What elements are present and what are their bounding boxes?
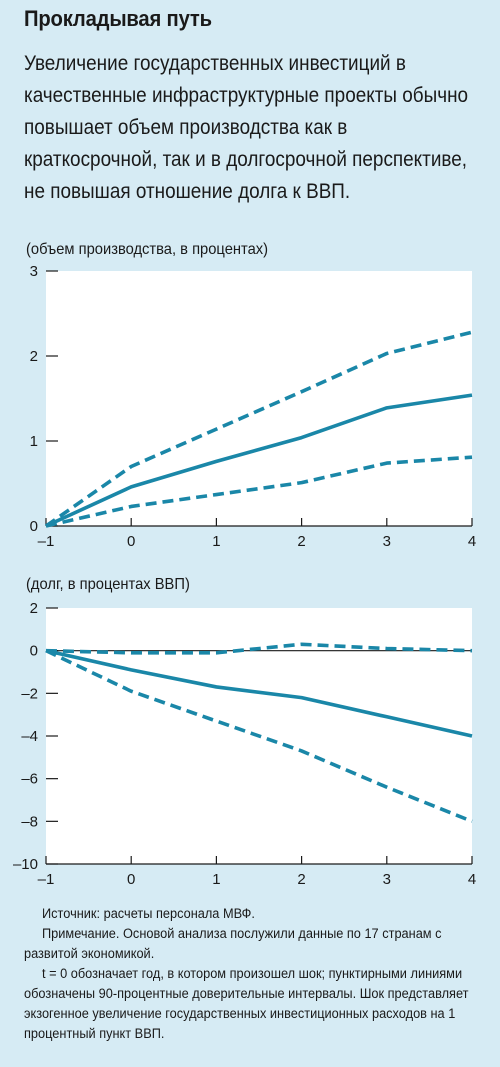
source-note: Источник: расчеты персонала МВФ. [42, 906, 255, 922]
chart-notes: Источник: расчеты персонала МВФ. Примеча… [24, 904, 474, 1044]
debt-ytick-label: 2 [30, 600, 38, 617]
page-subtitle: Увеличение государственных инвестиций в … [24, 51, 469, 203]
debt-xtick-label: 3 [383, 871, 391, 888]
output-xtick-label: 4 [468, 533, 476, 550]
shock-note: t = 0 обозначает год, в котором произоше… [24, 966, 469, 1042]
debt-xtick-label: 4 [468, 871, 476, 888]
output-plot-area [46, 271, 472, 526]
debt-estimate-line [45, 648, 473, 738]
debt-ci-line [45, 642, 473, 655]
output-xtick-label: 3 [383, 533, 391, 550]
debt-ytick-label: 0 [30, 643, 38, 660]
debt-xtick-label: –1 [38, 871, 55, 888]
debt-xtick-label: 1 [212, 871, 220, 888]
output-xtick-label: –1 [38, 533, 55, 550]
debt-xtick-label: 2 [297, 871, 305, 888]
debt-ytick-label: –10 [13, 856, 38, 873]
output-chart-ylabel: (объем производства, в процентах) [26, 241, 269, 258]
output-xtick-label: 0 [127, 533, 135, 550]
debt-chart: 20–2–4–6–8–10–1 0 1 2 3 4 [13, 600, 476, 888]
debt-ci-line [45, 649, 473, 824]
output-ci-line [44, 330, 473, 528]
debt-xtick-label: 0 [127, 871, 135, 888]
debt-ytick-label: –2 [21, 685, 38, 702]
debt-chart-ylabel: (долг, в процентах ВВП) [26, 576, 190, 593]
page-title: Прокладывая путь [24, 6, 212, 31]
output-xtick-label: 1 [212, 533, 220, 550]
output-ytick-label: 1 [30, 433, 38, 450]
method-note: Примечание. Основой анализа послужили да… [24, 926, 442, 962]
output-ci-line [45, 455, 473, 528]
debt-ytick-label: –4 [21, 728, 38, 745]
output-xtick-label: 2 [297, 533, 305, 550]
output-ytick-label: 3 [30, 263, 38, 280]
output-ytick-label: 0 [30, 518, 38, 535]
debt-ytick-label: –8 [21, 813, 38, 830]
output-estimate-line [45, 393, 473, 528]
output-ytick-label: 2 [30, 348, 38, 365]
debt-ytick-label: –6 [21, 771, 38, 788]
